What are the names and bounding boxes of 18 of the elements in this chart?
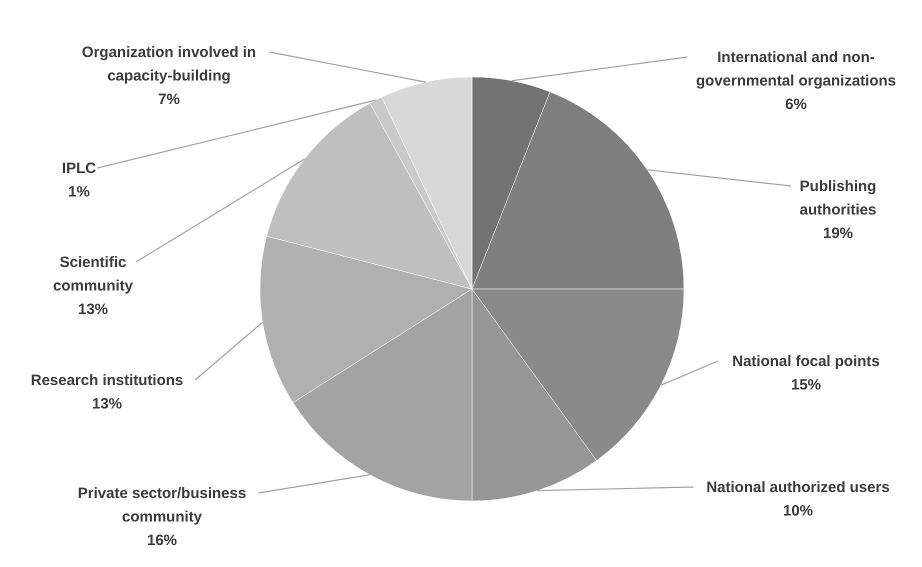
slice-label: IPLC <box>62 160 96 177</box>
data-label: 15% <box>790 376 822 394</box>
slice-label: Scientific community <box>52 254 134 294</box>
slice-label: Organization involved in capacity-building <box>82 44 256 84</box>
slice-label: Research institutions <box>30 372 184 389</box>
slice-label: National authorized users <box>706 479 890 496</box>
data-label: 10% <box>782 502 814 520</box>
slice-label: International and non-governmental organizations <box>696 49 896 90</box>
slice-label: National focal points <box>732 353 880 370</box>
data-label: 13% <box>92 396 122 412</box>
data-label: 19% <box>822 225 854 242</box>
slice-label: Publishing authorities <box>800 178 876 218</box>
data-label: 1% <box>68 184 90 200</box>
slice-label: Private sector/business community <box>78 485 246 526</box>
data-label: 13% <box>78 301 108 318</box>
data-label: 6% <box>785 96 807 113</box>
data-label: 7% <box>158 91 180 108</box>
data-label: 16% <box>146 532 178 549</box>
